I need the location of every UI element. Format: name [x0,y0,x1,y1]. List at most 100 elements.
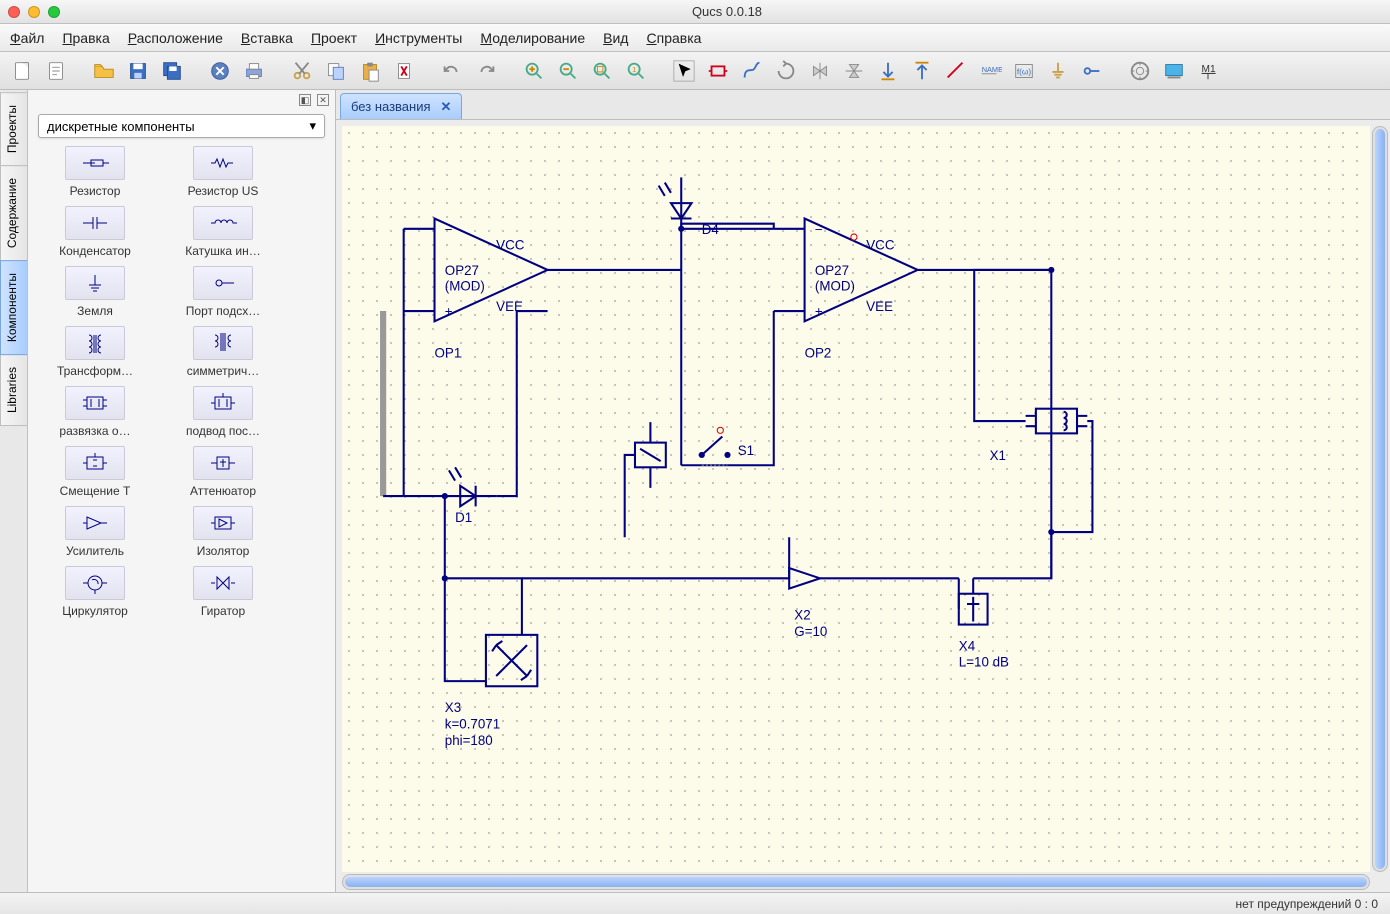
component-порт-подсх-[interactable]: Порт подсх… [164,266,282,318]
open-icon[interactable] [90,57,118,85]
relay-x1[interactable]: X1 [990,409,1088,463]
simulate-icon[interactable] [1126,57,1154,85]
close-window-icon[interactable] [8,6,20,18]
category-dropdown[interactable]: дискретные компоненты ▾ [38,114,325,138]
display-icon[interactable] [1160,57,1188,85]
sidetab-компоненты[interactable]: Компоненты [0,260,27,355]
label-icon[interactable]: NAME [976,57,1004,85]
cut-icon[interactable] [288,57,316,85]
svg-text:NAME: NAME [982,64,1002,73]
component-row: КонденсаторКатушка ин… [36,206,327,258]
copy-icon[interactable] [322,57,350,85]
component-циркулятор[interactable]: Циркулятор [36,566,154,618]
op2-sub: (MOD) [815,278,855,293]
component-row: УсилительИзолятор [36,506,327,558]
schematic-canvas[interactable]: − + VCC VEE OP27 (MOD) OP1 − + VC [342,126,1370,872]
maximize-window-icon[interactable] [48,6,60,18]
component-симметрич-[interactable]: симметрич… [164,326,282,378]
component-трансформ-[interactable]: Трансформ… [36,326,154,378]
component-развязка-о-[interactable]: развязка о… [36,386,154,438]
menu-проект[interactable]: Проект [311,30,357,46]
attenuator-x4[interactable]: X4 L=10 dB [959,578,1009,669]
paste-icon[interactable] [356,57,384,85]
document-tab[interactable]: без названия ✕ [340,93,462,119]
component-x3[interactable]: X3 k=0.7071 phi=180 [445,635,538,748]
panel-header: ◧ ✕ [28,90,335,110]
component-изолятор[interactable]: Изолятор [164,506,282,558]
scrollbar-horizontal[interactable] [342,874,1370,890]
minimize-window-icon[interactable] [28,6,40,18]
redo-icon[interactable] [472,57,500,85]
save-icon[interactable] [124,57,152,85]
diode-d1[interactable]: D1 [445,467,496,524]
component-grid: РезисторРезистор USКонденсаторКатушка ин… [28,146,335,892]
opamp-op2[interactable]: − + VCC VEE OP27 (MOD) OP2 [774,219,1052,361]
component-icon[interactable] [704,57,732,85]
component-icon [65,506,125,540]
component-label: Земля [77,304,113,318]
float-panel-icon[interactable]: ◧ [299,94,311,106]
menu-моделирование[interactable]: Моделирование [480,30,585,46]
zoom-1-icon[interactable]: 1 [622,57,650,85]
menu-инструменты[interactable]: Инструменты [375,30,462,46]
relay[interactable] [625,422,666,537]
menu-файл[interactable]: Файл [10,30,44,46]
sidetab-содержание[interactable]: Содержание [0,165,27,261]
wire-tool-icon[interactable] [942,57,970,85]
menu-правка[interactable]: Правка [62,30,109,46]
tab-close-icon[interactable]: ✕ [441,99,452,115]
component-резистор-us[interactable]: Резистор US [164,146,282,198]
close-icon[interactable] [206,57,234,85]
component-резистор[interactable]: Резистор [36,146,154,198]
component-label: подвод пос… [186,424,260,438]
zoom-fit-icon[interactable] [588,57,616,85]
equation-icon[interactable]: f(ω) [1010,57,1038,85]
move-up-icon[interactable] [908,57,936,85]
delete-icon[interactable] [390,57,418,85]
scrollbar-vertical[interactable] [1372,126,1388,872]
component-row: развязка о… подвод пос… [36,386,327,438]
menu-расположение[interactable]: Расположение [128,30,223,46]
component-icon [65,326,125,360]
component-земля[interactable]: Земля [36,266,154,318]
x2-name: X2 [794,607,810,622]
wire-icon[interactable] [738,57,766,85]
x2-g: G=10 [794,624,827,639]
ground-icon[interactable] [1044,57,1072,85]
component-смещение-т[interactable]: Смещение Т [36,446,154,498]
component-подвод-пос-[interactable]: подвод пос… [164,386,282,438]
new-text-icon[interactable] [42,57,70,85]
menu-справка[interactable]: Справка [646,30,701,46]
component-label: Порт подсх… [186,304,260,318]
component-катушка-ин-[interactable]: Катушка ин… [164,206,282,258]
save-all-icon[interactable] [158,57,186,85]
opamp-op1[interactable]: − + VCC VEE OP27 (MOD) OP1 [404,219,682,361]
component-конденсатор[interactable]: Конденсатор [36,206,154,258]
select-icon[interactable] [670,57,698,85]
sidetab-проекты[interactable]: Проекты [0,92,27,166]
port-icon[interactable] [1078,57,1106,85]
new-file-icon[interactable] [8,57,36,85]
window-controls [8,6,60,18]
component-аттенюатор[interactable]: Аттенюатор [164,446,282,498]
marker-icon[interactable]: M1 [1194,57,1222,85]
component-усилитель[interactable]: Усилитель [36,506,154,558]
print-icon[interactable] [240,57,268,85]
component-icon [193,506,253,540]
menu-вставка[interactable]: Вставка [241,30,293,46]
sidetab-libraries[interactable]: Libraries [0,354,27,426]
rotate-icon[interactable] [772,57,800,85]
close-panel-icon[interactable]: ✕ [317,94,329,106]
switch-s1[interactable]: S1 [699,427,754,465]
amplifier-x2[interactable]: X2 G=10 [789,568,959,639]
menu-вид[interactable]: Вид [603,30,628,46]
zoom-out-icon[interactable] [554,57,582,85]
mirror-h-icon[interactable] [806,57,834,85]
mirror-v-icon[interactable] [840,57,868,85]
move-down-icon[interactable] [874,57,902,85]
op1-vcc: VCC [496,237,525,252]
component-label: Аттенюатор [190,484,256,498]
component-гиратор[interactable]: Гиратор [164,566,282,618]
zoom-in-icon[interactable] [520,57,548,85]
undo-icon[interactable] [438,57,466,85]
